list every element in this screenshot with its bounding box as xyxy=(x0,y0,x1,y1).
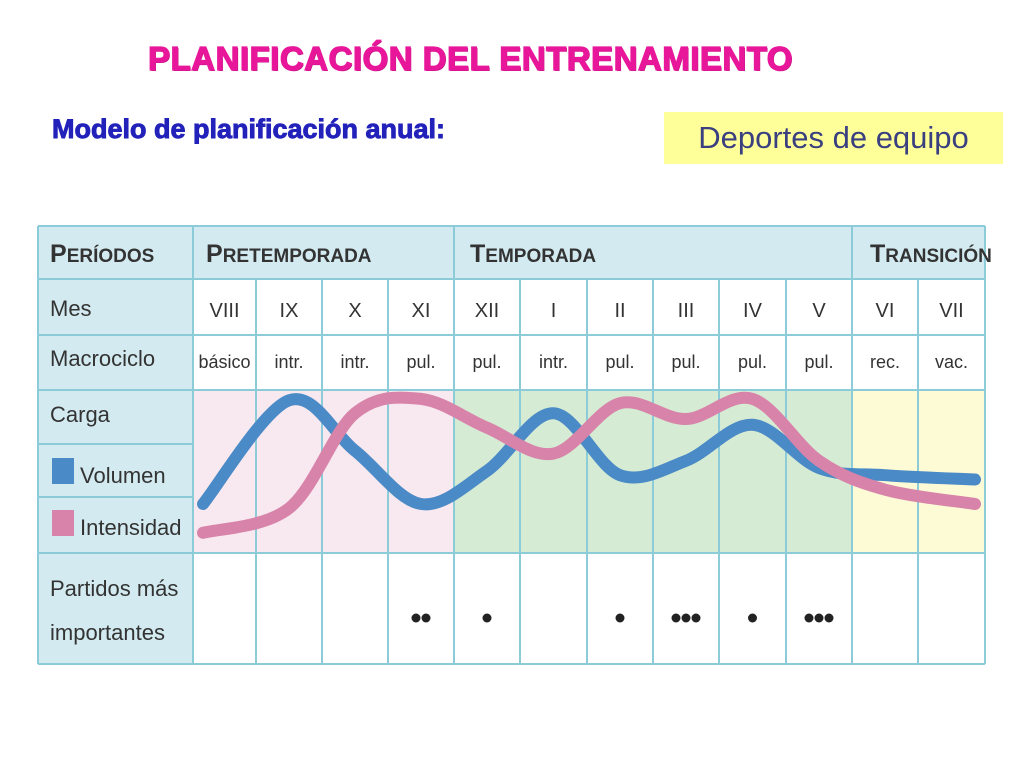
month-cell: VII xyxy=(939,300,963,322)
macrocycle-cell: vac. xyxy=(935,352,968,372)
match-dot xyxy=(482,613,492,623)
row-label-intensidad: Intensidad xyxy=(80,515,182,540)
match-dot xyxy=(748,613,757,623)
month-cell: II xyxy=(614,300,625,322)
row-label-mes: Mes xyxy=(50,296,92,321)
macrocycle-cell: básico xyxy=(198,352,250,372)
period-pretemporada: PRETEMPORADA xyxy=(206,240,372,268)
month-cell: IV xyxy=(743,300,763,322)
row-label-volumen: Volumen xyxy=(80,463,166,488)
match-dot xyxy=(681,613,691,623)
macrocycle-cell: pul. xyxy=(406,352,435,372)
month-cell: VIII xyxy=(209,300,239,322)
volumen-legend-swatch xyxy=(52,458,74,484)
page-title: PLANIFICACIÓN DEL ENTRENAMIENTO xyxy=(147,39,793,77)
sport-type-tag: Deportes de equipo xyxy=(664,112,1003,164)
row-label-macrociclo: Macrociclo xyxy=(50,346,155,371)
intensidad-curve xyxy=(197,391,981,539)
month-cell: V xyxy=(812,300,826,322)
month-cell: XI xyxy=(412,300,431,322)
match-dot xyxy=(691,613,701,623)
load-curves xyxy=(197,391,981,539)
macrocycle-cell: intr. xyxy=(274,352,303,372)
month-cell: XII xyxy=(475,300,499,322)
row-label-carga: Carga xyxy=(50,402,111,427)
periods-header-bg xyxy=(38,226,985,279)
month-cell: VI xyxy=(876,300,895,322)
period-transicion: TRANSICIÓN xyxy=(870,240,992,268)
month-cell: I xyxy=(551,300,557,322)
periods-label: PERÍODOS xyxy=(50,240,154,268)
row-label-partidos-1: Partidos más xyxy=(50,576,178,601)
match-dot xyxy=(814,613,824,623)
subtitle: Modelo de planificación anual: xyxy=(52,114,446,145)
macrocycle-cell: pul. xyxy=(738,352,767,372)
intensidad-legend-swatch xyxy=(52,510,74,536)
match-dot xyxy=(615,613,625,623)
period-temporada: TEMPORADA xyxy=(470,240,596,268)
match-dots xyxy=(411,613,834,623)
match-dot xyxy=(671,613,681,623)
month-cells: VIII IX X XI XII I II III IV V VI VII xyxy=(209,300,963,322)
macrocycle-cell: pul. xyxy=(671,352,700,372)
macrocycle-cell: pul. xyxy=(804,352,833,372)
macrocycle-cell: intr. xyxy=(539,352,568,372)
match-dot xyxy=(421,613,431,623)
row-label-partidos-2: importantes xyxy=(50,620,165,645)
macrocycle-cell: pul. xyxy=(605,352,634,372)
macrocycle-cell: intr. xyxy=(340,352,369,372)
macrocycle-cells: básico intr. intr. pul. pul. intr. pul. pul. pul… xyxy=(198,352,968,372)
macrocycle-cell: rec. xyxy=(870,352,900,372)
month-cell: X xyxy=(348,300,361,322)
matches-row-bg xyxy=(193,553,985,664)
match-dot xyxy=(824,613,834,623)
month-cell: IX xyxy=(280,300,299,322)
table-grid xyxy=(37,225,986,665)
macrocycle-cell: pul. xyxy=(472,352,501,372)
month-cell: III xyxy=(678,300,695,322)
match-dot xyxy=(411,613,421,623)
match-dot xyxy=(804,613,814,623)
